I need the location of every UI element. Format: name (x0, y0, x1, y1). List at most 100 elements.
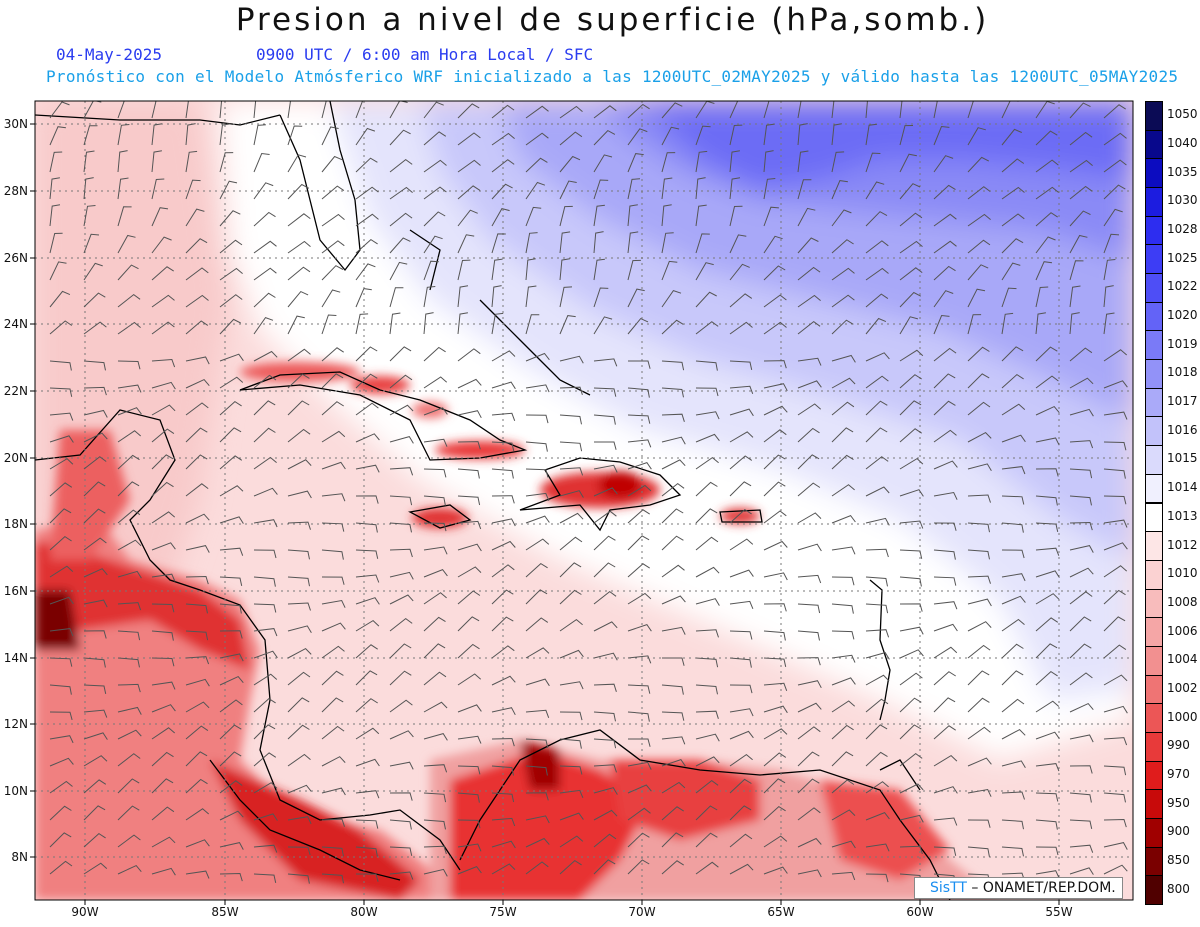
legend-label: 1004 (1167, 652, 1198, 667)
wind-barb (219, 675, 244, 686)
wind-barb (967, 621, 992, 632)
wind-barb (49, 482, 73, 497)
wind-barb (865, 724, 888, 740)
wind-barb (491, 441, 515, 452)
wind-barb (933, 314, 950, 335)
wind-barb (797, 427, 820, 443)
wind-barb (831, 180, 848, 200)
wind-barb (831, 576, 855, 586)
wind-barb (933, 347, 957, 362)
wind-barb (899, 724, 922, 740)
wind-barb (729, 385, 754, 394)
wind-barb (457, 792, 480, 803)
wind-barb (253, 697, 276, 713)
wind-barb (117, 360, 141, 370)
wind-barb (661, 759, 686, 767)
wind-barb (559, 441, 583, 452)
wind-barb (219, 653, 244, 662)
wind-barb (831, 779, 855, 794)
wind-barb (559, 386, 583, 396)
wind-barb (593, 287, 609, 308)
wind-barb (83, 101, 102, 119)
wind-barb (321, 461, 346, 470)
wind-barb (253, 240, 277, 254)
wind-barb (185, 808, 210, 821)
wind-barb (117, 630, 141, 641)
wind-barb (49, 535, 72, 551)
wind-barb (491, 132, 515, 146)
wind-barb (1103, 411, 1128, 420)
wind-barb (661, 360, 685, 371)
wind-barb (865, 811, 890, 821)
wind-barb (831, 700, 856, 713)
wind-barb (151, 630, 174, 641)
wind-barb (151, 294, 175, 308)
wind-barb (117, 101, 125, 119)
wind-barb (661, 459, 686, 470)
wind-barb (219, 810, 244, 821)
wind-barb (1069, 792, 1092, 803)
wind-barb (593, 535, 616, 551)
wind-barb (355, 644, 378, 659)
wind-barb (627, 103, 650, 119)
wind-barb (219, 400, 242, 416)
wind-barb (287, 753, 311, 767)
wind-barb (865, 629, 890, 638)
wind-barb (219, 152, 234, 173)
wind-barb (355, 402, 379, 416)
wind-barb (1035, 346, 1058, 362)
wind-barb (1001, 287, 1017, 308)
wind-barb (763, 206, 779, 227)
wind-barb (933, 623, 958, 632)
wind-barb (1035, 670, 1058, 686)
wind-barb (185, 427, 208, 443)
wind-barb (695, 204, 707, 227)
legend-label: 850 (1167, 852, 1190, 867)
wind-barb (457, 643, 480, 659)
wind-barb (559, 738, 582, 749)
wind-barb (219, 180, 238, 200)
wind-barb (695, 861, 719, 875)
wind-barb (423, 764, 448, 773)
wind-barb (729, 708, 754, 717)
wind-barb (83, 262, 103, 281)
wind-barb (219, 576, 243, 587)
wind-barb (593, 387, 617, 397)
wind-barb (1035, 792, 1059, 802)
wind-barb (661, 626, 686, 635)
wind-barb (695, 233, 710, 254)
wind-barb (525, 538, 550, 551)
wind-barb (1001, 698, 1025, 713)
wind-barb (117, 778, 140, 794)
longitude-label: 55W (1045, 905, 1072, 919)
wind-barb (253, 292, 276, 308)
wind-barb (1001, 128, 1022, 146)
wind-barb (253, 813, 278, 821)
wind-barb (389, 158, 413, 173)
legend-swatch (1145, 502, 1163, 533)
legend-swatch (1145, 875, 1163, 905)
wind-barb (1035, 570, 1060, 578)
legend-label: 1015 (1167, 451, 1198, 466)
wind-barb (1103, 132, 1127, 146)
wind-barb (491, 707, 516, 716)
wind-barb (83, 409, 108, 418)
wind-barb (865, 317, 887, 335)
wind-barb (525, 709, 550, 718)
wind-barb (1001, 549, 1025, 559)
wind-barb (321, 522, 345, 532)
wind-barb (729, 150, 740, 173)
wind-barb (695, 657, 719, 668)
wind-barb (797, 680, 822, 689)
wind-barb (219, 210, 241, 227)
wind-barb (763, 657, 787, 668)
wind-barb (253, 487, 278, 497)
wind-barb (967, 819, 991, 828)
wind-barb (185, 751, 208, 767)
wind-barb (423, 211, 446, 227)
legend-label: 800 (1167, 881, 1190, 896)
wind-barb (389, 571, 414, 580)
wind-barb (933, 697, 956, 713)
wind-barb (49, 757, 74, 767)
wind-barb (491, 412, 516, 421)
